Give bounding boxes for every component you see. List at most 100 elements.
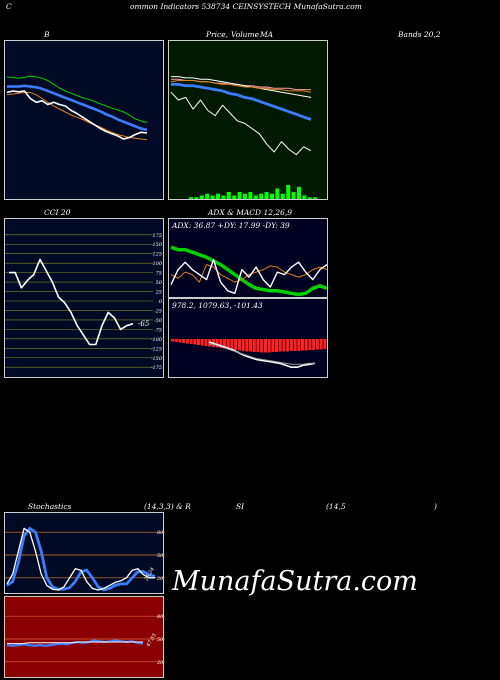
bollinger-blue-line <box>7 84 148 132</box>
macd-histogram-bar <box>289 339 293 351</box>
macd-histogram-bar <box>252 339 256 352</box>
rsi-tick-label: 20 <box>156 660 164 666</box>
volume-bar <box>291 192 296 199</box>
header-title-c: C <box>6 2 12 11</box>
bollinger-white-line <box>6 90 148 140</box>
macd-histogram-bar <box>226 339 230 349</box>
rsi-tick-label: 50 <box>157 637 164 643</box>
volume-bar <box>216 193 220 199</box>
cci-chart: 175 150 125 100 75 50 25 0 -25 -50 -75 -100 -125 -150… <box>5 233 163 371</box>
adx-readout: ADX: 36.87 +DY: 17.99 -DY: 39 <box>172 221 290 230</box>
adx-orange-line <box>170 264 328 283</box>
stochastics-panel: 80 50 20 25,24 <box>4 512 165 594</box>
macd-histogram-bar <box>286 339 290 352</box>
macd-histogram-bar <box>319 339 323 350</box>
macd-histogram-bar <box>315 339 319 350</box>
cci-tick-label: 25 <box>155 290 162 296</box>
macd-histogram-bar <box>263 339 267 353</box>
volume-bar <box>189 197 193 199</box>
price-white-line-1 <box>171 76 312 98</box>
macd-histogram-bar <box>200 339 204 346</box>
volume-bar <box>313 197 318 199</box>
rsi-params: (14,5 <box>326 502 346 511</box>
macd-histogram-bar <box>234 339 238 350</box>
macd-chart <box>171 339 327 368</box>
cci-tick-label: -175 <box>151 365 162 371</box>
volume-bar <box>221 195 226 199</box>
adx-white-line <box>170 259 328 295</box>
adx-chart <box>170 245 328 297</box>
volume-bar <box>259 193 264 199</box>
rsi-value-label: 47.55 <box>145 633 158 649</box>
volume-title: Volume <box>231 30 260 39</box>
rsi-title: SI <box>236 502 245 511</box>
volume-bar <box>286 185 291 199</box>
volume-bar <box>226 192 231 199</box>
ma-title: MA <box>260 30 274 39</box>
cci-tick-label: -125 <box>151 346 162 352</box>
price-title: Price, <box>206 30 229 39</box>
macd-histogram-bar <box>282 339 286 352</box>
stoch-tick-label: 80 <box>157 530 164 536</box>
cci-tick-label: 150 <box>152 242 162 248</box>
volume-bar <box>302 195 307 199</box>
macd-histogram-bar <box>193 339 197 345</box>
macd-histogram-bar <box>278 339 282 352</box>
header-title: ommon Indicators 538734 CEINSYSTECH Muna… <box>130 2 362 11</box>
macd-histogram-bar <box>249 339 253 352</box>
macd-histogram-bar <box>308 339 312 350</box>
volume-bar <box>194 197 199 199</box>
price-volume-panel <box>168 40 328 200</box>
volume-bar <box>307 197 312 199</box>
cci-tick-label: -50 <box>154 318 163 324</box>
rsi-white-line <box>7 641 143 645</box>
macd-white-line <box>208 341 316 368</box>
bollinger-orange-line <box>6 92 148 141</box>
volume-bar <box>248 192 253 199</box>
macd-histogram-bar <box>241 339 245 351</box>
cci-tick-label: 75 <box>156 271 162 277</box>
macd-histogram-bar <box>189 339 193 344</box>
volume-bar <box>237 192 242 199</box>
macd-histogram-bar <box>267 339 271 353</box>
price-blue-line-3 <box>171 83 312 121</box>
price-volume-chart <box>170 76 318 199</box>
watermark: MunafaSutra.com <box>172 566 418 597</box>
macd-histogram-bar <box>293 339 297 351</box>
bollinger-title: B <box>44 30 50 39</box>
rsi-tick-label: 80 <box>157 614 164 620</box>
volume-bar <box>210 195 215 199</box>
stoch-blue-line <box>6 526 156 592</box>
volume-bar <box>232 195 237 199</box>
bands-title: Bands 20,2 <box>398 30 441 39</box>
cci-title: CCI 20 <box>44 208 71 217</box>
volume-bar <box>243 193 247 199</box>
macd-histogram-bar <box>230 339 234 350</box>
macd-histogram-bar <box>301 339 305 351</box>
macd-histogram-bar <box>182 339 186 343</box>
macd-histogram-bar <box>323 339 327 349</box>
macd-histogram-bar <box>197 339 201 345</box>
volume-bar <box>199 195 204 199</box>
volume-bar <box>264 192 269 199</box>
volume-bar <box>275 188 280 199</box>
volume-bar <box>253 195 258 199</box>
cci-tick-label: 175 <box>152 233 162 239</box>
macd-histogram-bar <box>174 339 178 342</box>
macd-histogram-bar <box>219 339 223 348</box>
adx-green-line <box>170 245 328 297</box>
stoch-params: (14,3,3) & R <box>144 502 191 511</box>
macd-histogram-bar <box>178 339 182 343</box>
volume-bar <box>270 193 274 199</box>
cci-tick-label: -75 <box>154 327 162 333</box>
macd-histogram-bar <box>260 339 264 353</box>
cci-tick-label: -100 <box>151 337 163 343</box>
bollinger-panel <box>4 40 164 200</box>
cci-tick-label: -25 <box>154 308 162 314</box>
stoch-title: Stochastics <box>28 502 72 511</box>
cci-tick-label: 100 <box>152 261 162 267</box>
macd-histogram-bar <box>204 339 208 346</box>
adx-panel: ADX: 36.87 +DY: 17.99 -DY: 39 <box>168 218 328 298</box>
macd-histogram-bar <box>271 339 275 352</box>
